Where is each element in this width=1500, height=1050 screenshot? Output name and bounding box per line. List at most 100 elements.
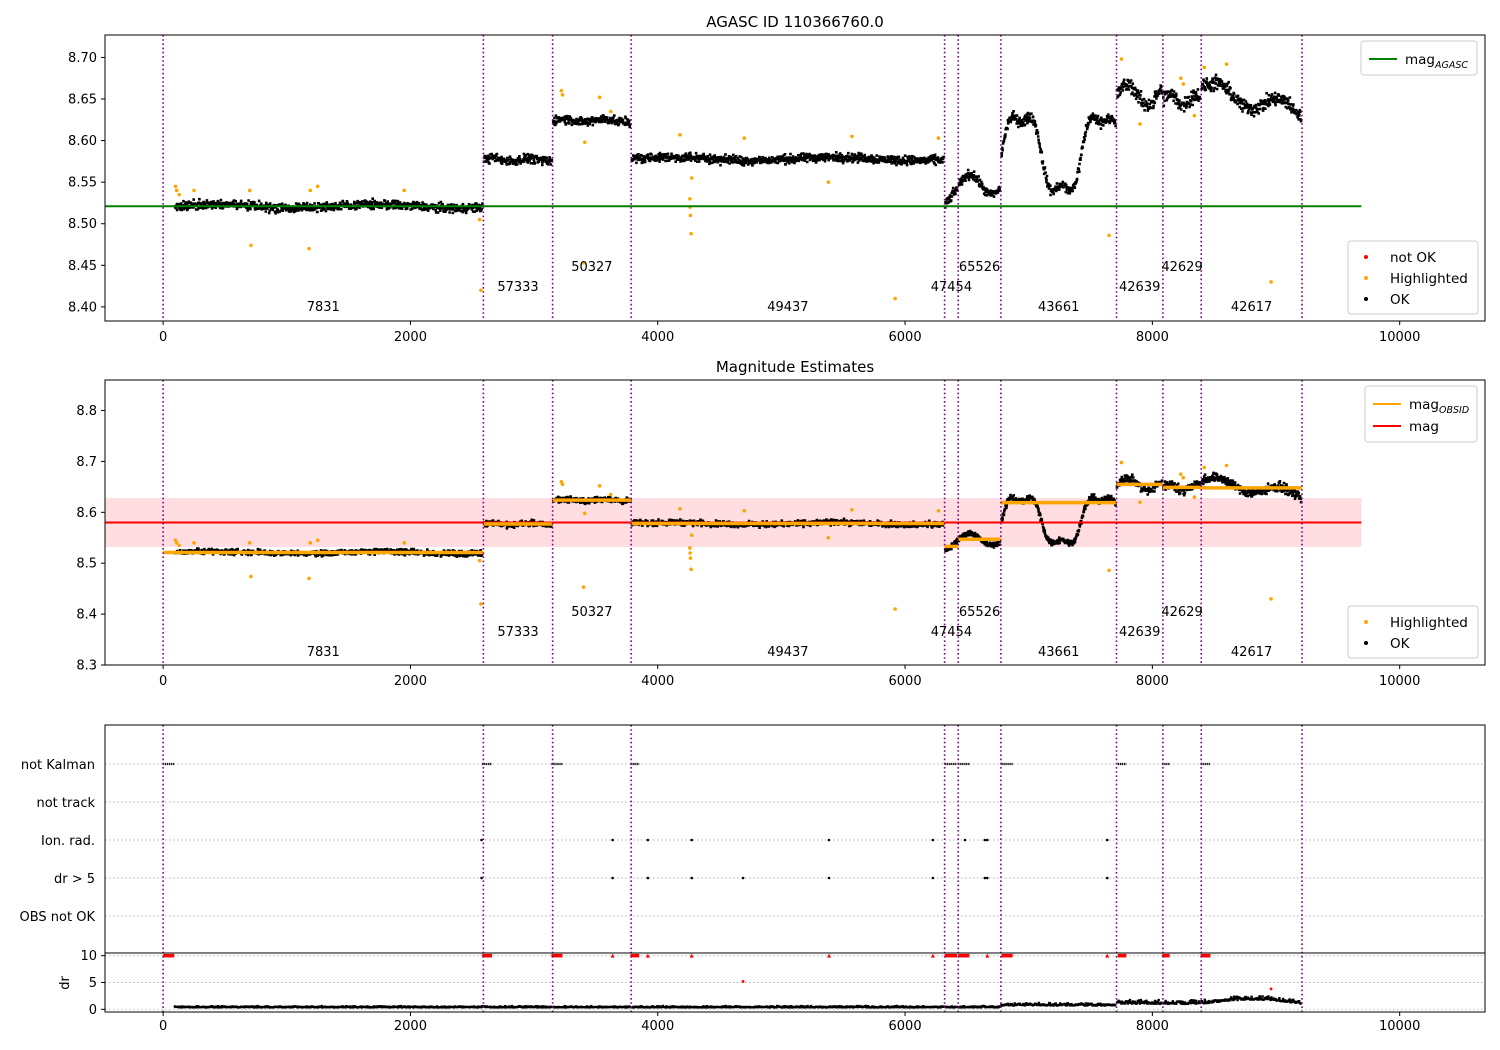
dr-y-tick-label: 10 (80, 949, 97, 964)
highlighted-point (249, 574, 253, 579)
x-tick-label: 6000 (889, 330, 922, 345)
panel1-obsid-labels: 7831573335032749437474546552643661426394… (307, 260, 1273, 315)
obsid-label: 57333 (497, 625, 538, 640)
highlighted-point (1269, 280, 1273, 284)
obsid-label: 43661 (1038, 645, 1079, 660)
highlighted-point (560, 482, 565, 487)
highlighted-point (893, 296, 897, 301)
highlighted-point (249, 243, 253, 248)
obsid-label: 42629 (1161, 605, 1202, 620)
highlighted-point (688, 546, 692, 550)
legend-label: mag (1409, 419, 1439, 435)
panel2-obsid-labels: 7831573335032749437474546552643661426394… (307, 605, 1273, 660)
highlighted-point (173, 184, 178, 189)
legend-label: OK (1390, 292, 1411, 308)
legend-label: OK (1390, 636, 1411, 652)
plot-frame (104, 724, 1486, 1013)
legend-label: Highlighted (1390, 271, 1468, 287)
highlighted-point (308, 188, 313, 193)
highlighted-point (559, 88, 564, 93)
legend-label: magAGASC (1405, 52, 1468, 71)
highlighted-point (608, 109, 613, 114)
x-tick-label: 0 (159, 1019, 167, 1034)
highlighted-point (688, 213, 693, 218)
dr-not-ok-point (985, 953, 990, 958)
ion-rad-flag (480, 838, 483, 842)
ion-rad-flag (646, 838, 650, 842)
highlighted-point (315, 184, 320, 189)
highlighted-point (1179, 76, 1183, 81)
highlighted-point (936, 508, 941, 513)
y-tick-label: 8.4 (76, 608, 97, 623)
highlighted-point (581, 261, 586, 265)
y-tick-label: 8.5 (76, 557, 97, 572)
panel1-legends: magAGASC not OK Highlighted OK (1347, 40, 1479, 315)
highlighted-point (247, 188, 252, 193)
x-tick-label: 4000 (641, 330, 674, 345)
highlighted-point (1107, 568, 1111, 573)
highlighted-point (247, 541, 252, 545)
obsid-label: 7831 (307, 645, 340, 660)
x-tick-label: 0 (159, 330, 167, 345)
highlighted-point (678, 506, 682, 511)
highlighted-point (1224, 62, 1229, 66)
obsid-label: 42639 (1119, 280, 1160, 295)
x-tick-label: 4000 (641, 674, 674, 689)
highlighted-point (688, 551, 692, 555)
y-tick-label: 8.40 (68, 300, 97, 315)
highlighted-point (1138, 500, 1142, 504)
x-tick-label: 2000 (394, 330, 427, 345)
legend-marker-swatch (1364, 255, 1368, 259)
obsid-label: 57333 (497, 280, 538, 295)
legend-marker-swatch (1364, 641, 1368, 645)
panel2-reference-lines (105, 380, 1362, 665)
dr-gt-5-flag (480, 876, 483, 880)
dr-points (482, 1004, 553, 1009)
dr-not-ok-point (930, 953, 935, 958)
ion-rad-flag (963, 838, 967, 842)
ion-rad-flag (1105, 838, 1109, 842)
highlighted-point (850, 507, 854, 512)
highlighted-point (307, 576, 311, 581)
ion-rad-flag (611, 838, 614, 842)
x-tick-label: 8000 (1136, 330, 1169, 345)
flags-and-dr-panel: not Kalman not track Ion. rad. dr > 5 OBS no… (20, 724, 1486, 1034)
highlighted-point (307, 246, 311, 251)
x-tick-label: 10000 (1379, 674, 1420, 689)
highlighted-point (479, 288, 483, 293)
dr-points (1200, 995, 1302, 1005)
ok-points-obs-50327 (551, 114, 632, 129)
legend-top-box (1360, 40, 1478, 76)
y-tick-label: 8.7 (76, 455, 97, 470)
flag-label: OBS not OK (20, 910, 96, 925)
highlighted-point (893, 607, 897, 611)
flag-label: Ion. rad. (41, 834, 95, 849)
panel1-reference-lines (105, 35, 1362, 321)
dr-gt-5-flag (611, 876, 614, 880)
x-tick-label: 8000 (1136, 1019, 1169, 1034)
highlighted-point (1192, 495, 1197, 499)
dr-not-ok-point (689, 953, 694, 958)
highlighted-point (1119, 460, 1124, 465)
highlighted-point (742, 508, 747, 513)
highlighted-point (688, 196, 692, 201)
dr-gt-5-flag (827, 876, 831, 880)
highlighted-point (936, 136, 941, 140)
legend-label: not OK (1390, 250, 1437, 266)
highlighted-point (1138, 122, 1142, 126)
highlighted-point (477, 558, 482, 563)
panel1-axes: 0 2000 4000 6000 8000 10000 8.40 8.45 8.50 8.55 8.… (68, 34, 1486, 345)
panel3-axes: not Kalman not track Ion. rad. dr > 5 OBS no… (20, 724, 1486, 1034)
highlighted-point (315, 538, 320, 543)
magnitude-estimates-panel: Magnitude Estimates 7831 57333 50327 49437 4… (76, 358, 1486, 689)
plot-frame (104, 379, 1486, 666)
ion-rad-flag (985, 838, 989, 842)
highlighted-point (581, 585, 586, 589)
legend-label-main: mag (1405, 52, 1435, 68)
obsid-label: 42617 (1231, 645, 1272, 660)
dr-not-ok-point (827, 953, 832, 958)
x-tick-label: 6000 (889, 674, 922, 689)
x-tick-label: 4000 (641, 1019, 674, 1034)
highlighted-point (402, 188, 407, 193)
